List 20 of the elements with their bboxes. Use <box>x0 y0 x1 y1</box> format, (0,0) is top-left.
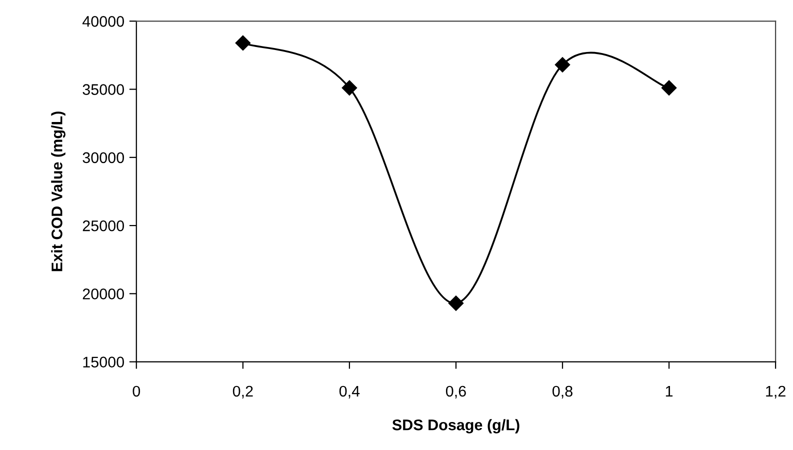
point <box>235 35 250 51</box>
y-tick-label: 20000 <box>82 288 124 300</box>
y-tick-label: 25000 <box>82 220 124 232</box>
y-axis-title: Exit COD Value (mg/L) <box>51 112 66 272</box>
point <box>342 80 358 96</box>
y-tick-label: 40000 <box>82 16 124 27</box>
x-tick-label: 0,8 <box>552 386 572 398</box>
x-tick-label: 1,2 <box>766 386 786 398</box>
point <box>661 80 677 96</box>
point <box>554 57 570 72</box>
x-tick-label: 0 <box>132 386 140 397</box>
point <box>448 296 464 311</box>
x-tick-label: 0,4 <box>339 386 360 398</box>
x-axis-title: SDS Dosage (g/L) <box>392 419 520 434</box>
y-tick-label: 15000 <box>83 356 124 368</box>
y-tick-label: 30000 <box>82 152 124 164</box>
x-tick-label: 0,6 <box>446 386 466 398</box>
x-tick-label: 0,2 <box>232 386 253 398</box>
x-tick-label: 1 <box>666 386 673 396</box>
y-tick-label: 35000 <box>82 84 124 95</box>
